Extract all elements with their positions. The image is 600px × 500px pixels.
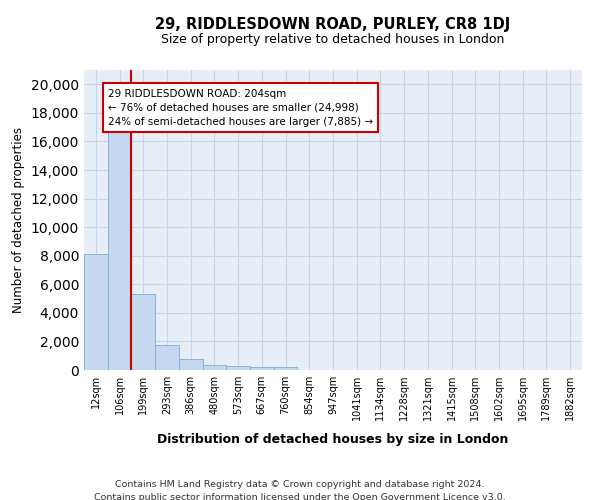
Text: Contains HM Land Registry data © Crown copyright and database right 2024.: Contains HM Land Registry data © Crown c… <box>115 480 485 489</box>
Bar <box>274 367 298 370</box>
Bar <box>226 366 250 370</box>
Bar <box>131 294 155 370</box>
Bar <box>108 132 131 370</box>
Y-axis label: Number of detached properties: Number of detached properties <box>12 127 25 313</box>
Bar <box>155 345 179 370</box>
Text: 29 RIDDLESDOWN ROAD: 204sqm
← 76% of detached houses are smaller (24,998)
24% of: 29 RIDDLESDOWN ROAD: 204sqm ← 76% of det… <box>108 88 373 126</box>
Text: 29, RIDDLESDOWN ROAD, PURLEY, CR8 1DJ: 29, RIDDLESDOWN ROAD, PURLEY, CR8 1DJ <box>155 18 511 32</box>
Text: Size of property relative to detached houses in London: Size of property relative to detached ho… <box>161 32 505 46</box>
Bar <box>179 358 203 370</box>
Text: Contains public sector information licensed under the Open Government Licence v3: Contains public sector information licen… <box>94 492 506 500</box>
Bar <box>203 365 226 370</box>
Bar <box>84 254 108 370</box>
Bar <box>250 367 274 370</box>
Text: Distribution of detached houses by size in London: Distribution of detached houses by size … <box>157 432 509 446</box>
